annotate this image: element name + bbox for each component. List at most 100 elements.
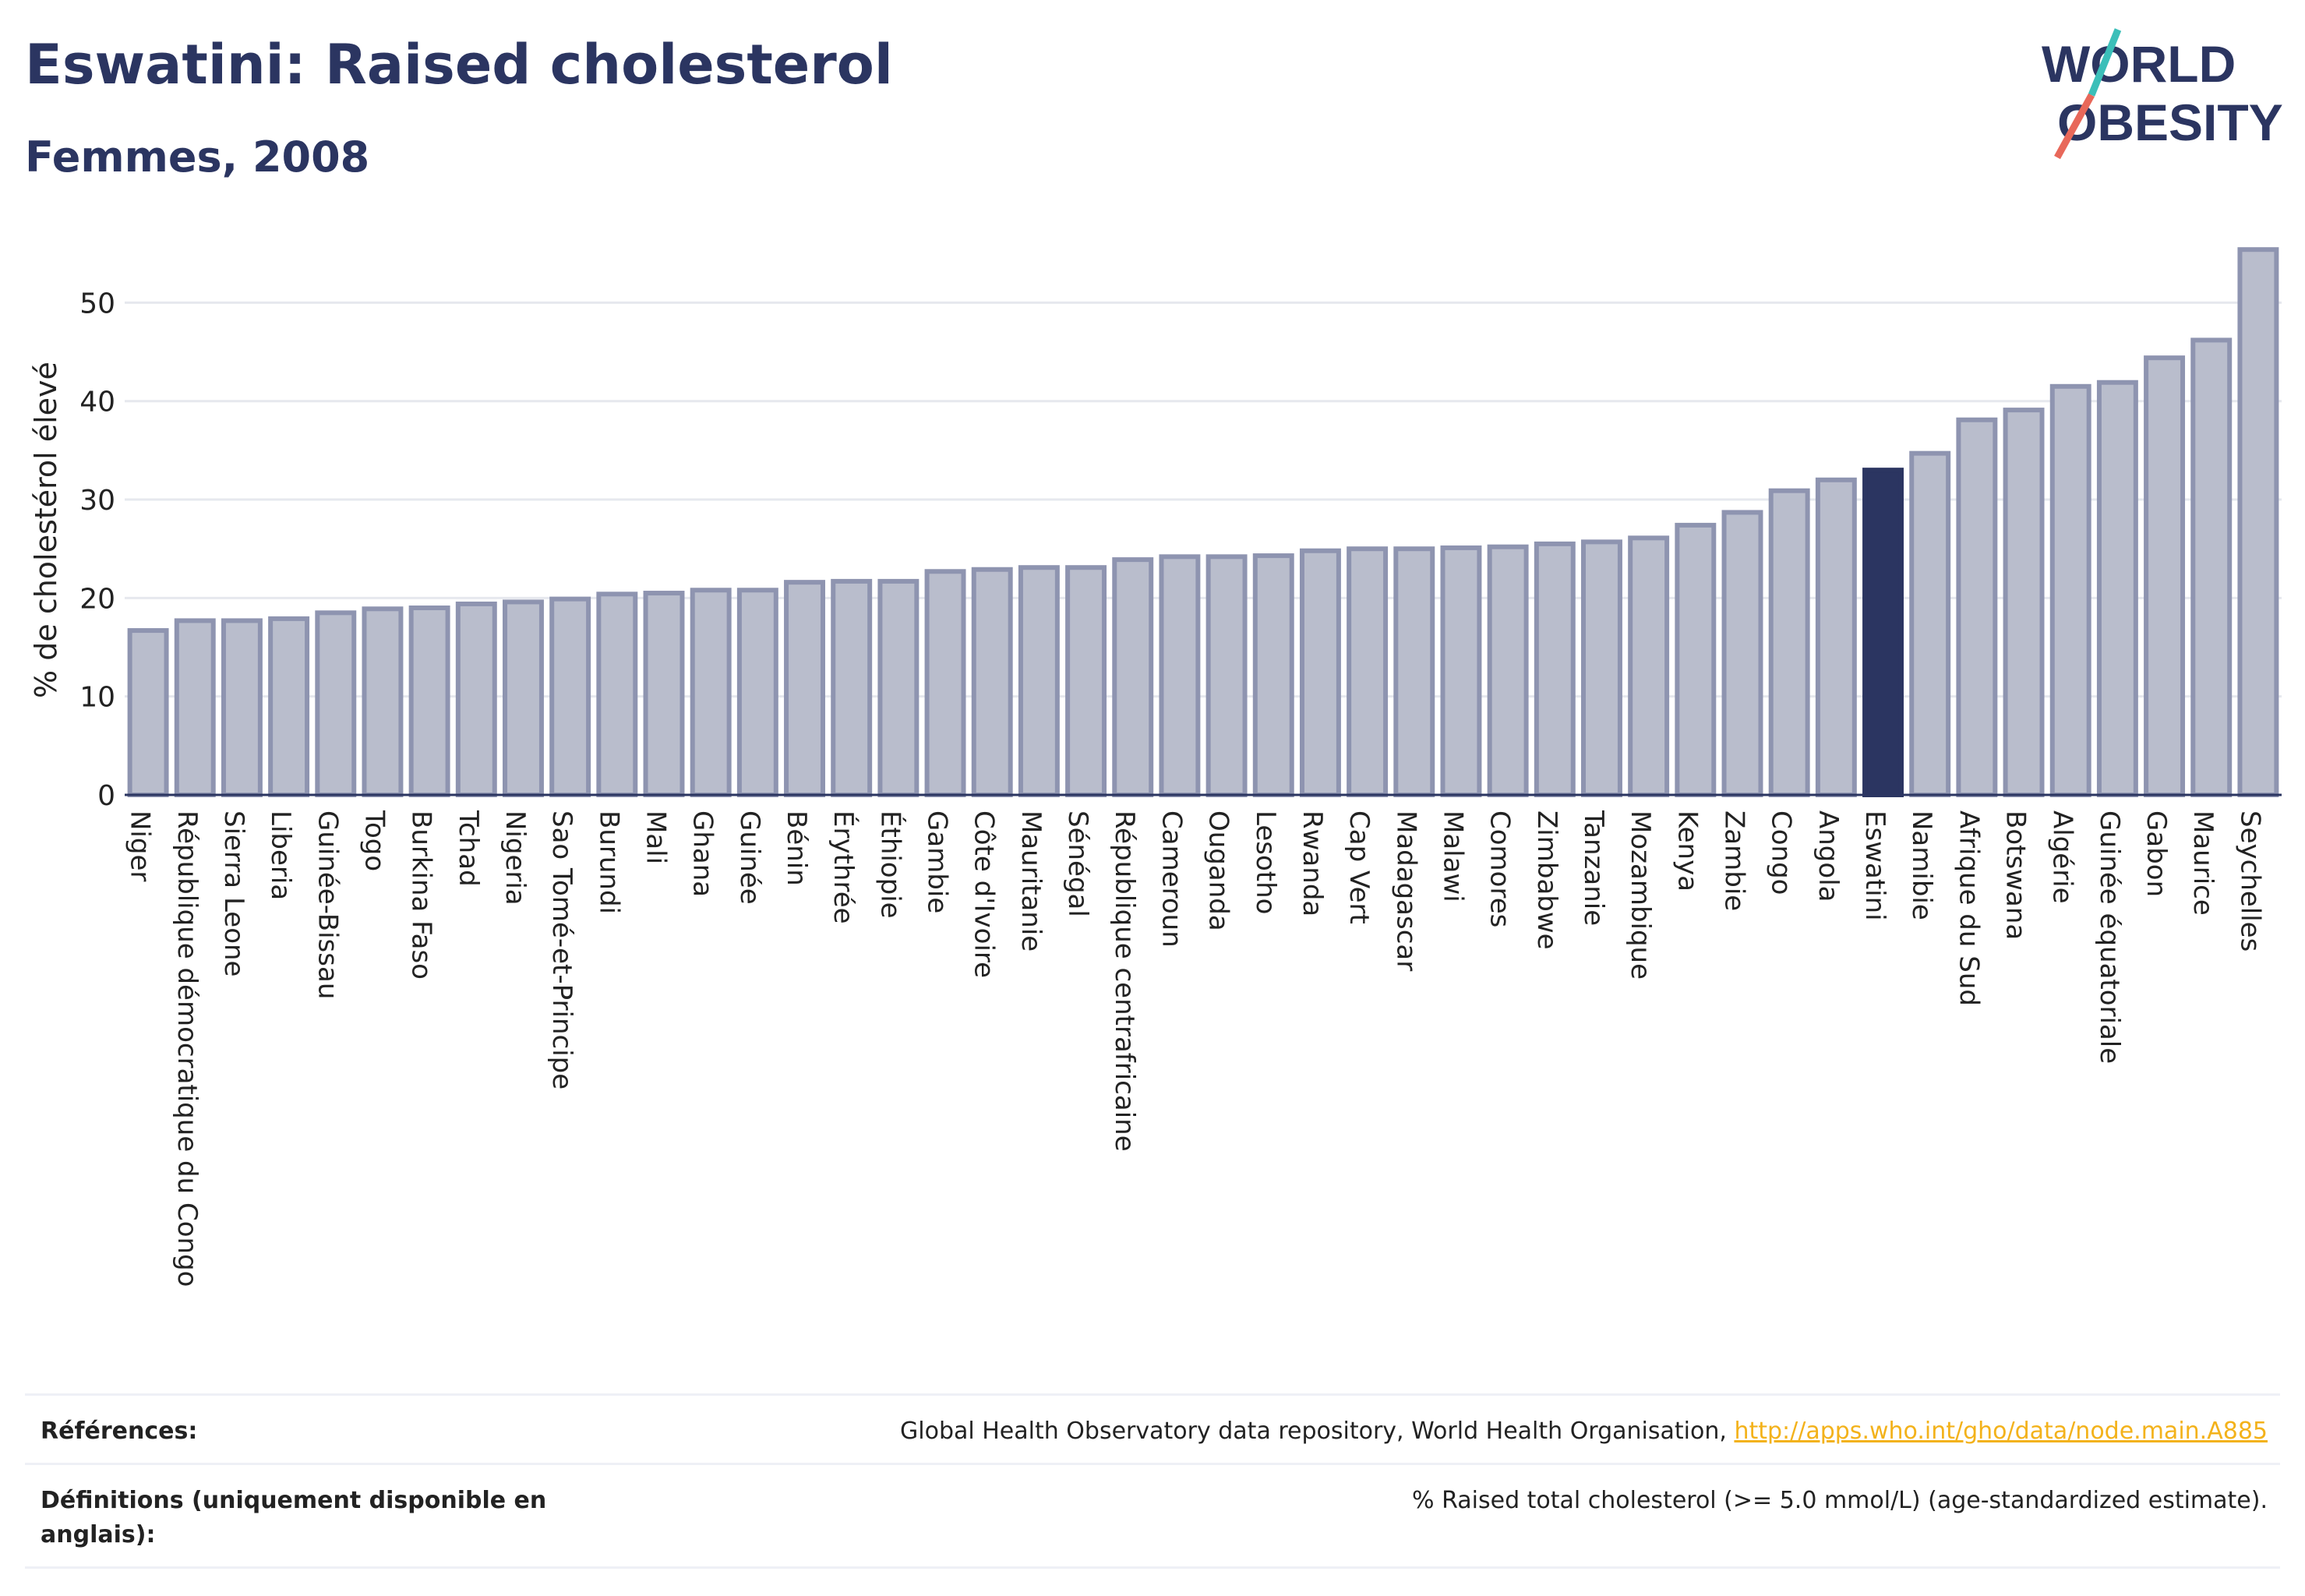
x-tick-label: Burkina Faso bbox=[406, 810, 437, 980]
bar bbox=[1628, 535, 1670, 797]
bar bbox=[1112, 557, 1154, 798]
bar bbox=[1909, 450, 1951, 797]
bar bbox=[127, 628, 169, 797]
bar bbox=[2190, 337, 2233, 797]
x-tick-label: Gambie bbox=[922, 810, 953, 913]
y-tick-label: 10 bbox=[79, 682, 115, 714]
bar bbox=[221, 618, 263, 798]
bar bbox=[784, 580, 825, 797]
x-tick-label: Lesotho bbox=[1250, 810, 1281, 914]
x-tick-label: Niger bbox=[125, 810, 156, 881]
y-tick-label: 50 bbox=[79, 288, 115, 320]
y-tick-label: 30 bbox=[79, 485, 115, 517]
bar bbox=[643, 591, 685, 797]
bar bbox=[1956, 417, 1998, 797]
x-tick-label: Gabon bbox=[2141, 810, 2172, 897]
x-tick-label: Cap Vert bbox=[1343, 810, 1375, 924]
bar bbox=[1252, 553, 1294, 797]
bar-highlight bbox=[1862, 468, 1904, 797]
world-obesity-logo: WORLD OBESITY bbox=[2042, 28, 2283, 160]
references-table: Références: Global Health Observatory da… bbox=[25, 1393, 2280, 1569]
definitions-label: Définitions (uniquement disponible en an… bbox=[41, 1487, 547, 1548]
bar bbox=[503, 599, 544, 798]
x-tick-label: République démocratique du Congo bbox=[171, 810, 203, 1287]
y-tick-label: 20 bbox=[79, 583, 115, 615]
x-tick-label: Botswana bbox=[2000, 810, 2031, 940]
x-tick-label: Guinée équatoriale bbox=[2094, 810, 2125, 1064]
bar bbox=[549, 596, 591, 798]
bar bbox=[1065, 565, 1107, 797]
x-tick-label: Namibie bbox=[1906, 810, 1937, 920]
x-tick-label: Eswatini bbox=[1859, 810, 1890, 921]
x-tick-label: Togo bbox=[358, 810, 390, 871]
bar bbox=[1768, 488, 1810, 797]
bar bbox=[736, 588, 778, 798]
x-tick-label: Maurice bbox=[2187, 810, 2219, 916]
bar bbox=[596, 591, 638, 797]
x-tick-label: République centrafricaine bbox=[1109, 810, 1140, 1152]
bar bbox=[2049, 383, 2091, 797]
y-tick-label: 0 bbox=[97, 780, 115, 812]
bar bbox=[1721, 510, 1763, 797]
x-tick-label: Afrique du Sud bbox=[1953, 810, 1984, 1006]
bar bbox=[1393, 546, 1435, 797]
page-title: Eswatini: Raised cholesterol bbox=[25, 33, 893, 97]
logo-slash-teal bbox=[2088, 28, 2122, 97]
x-tick-label: Sierra Leone bbox=[218, 810, 249, 976]
bar bbox=[1299, 548, 1341, 797]
x-tick-label: Rwanda bbox=[1297, 810, 1328, 916]
bar bbox=[877, 578, 920, 797]
x-tick-label: Zimbabwe bbox=[1531, 810, 1562, 950]
x-tick-label: Seychelles bbox=[2234, 810, 2265, 952]
definitions-row: Définitions (uniquement disponible en an… bbox=[25, 1463, 2280, 1569]
x-tick-label: Nigeria bbox=[499, 810, 531, 906]
references-source-text: Global Health Observatory data repositor… bbox=[900, 1418, 1735, 1445]
bar bbox=[924, 569, 966, 798]
bar bbox=[1581, 539, 1622, 797]
bar bbox=[1534, 541, 1576, 797]
x-tick-label: Éthiopie bbox=[874, 810, 906, 919]
y-axis-ticks: 0 10 20 30 40 50 bbox=[79, 288, 115, 812]
y-tick-label: 40 bbox=[79, 387, 115, 418]
x-tick-label: Ouganda bbox=[1203, 810, 1234, 931]
x-tick-label: Tanzanie bbox=[1578, 810, 1609, 926]
y-axis-label: % de cholestérol élevé bbox=[29, 362, 63, 698]
x-tick-label: Tchad bbox=[453, 810, 484, 887]
bar bbox=[1487, 544, 1529, 797]
bar bbox=[971, 567, 1013, 797]
x-tick-label: Mozambique bbox=[1625, 810, 1656, 980]
bar bbox=[1205, 554, 1248, 797]
x-tick-label: Érythrée bbox=[828, 810, 860, 924]
bar bbox=[2096, 380, 2138, 798]
bar bbox=[1159, 554, 1201, 797]
x-tick-label: Liberia bbox=[265, 810, 296, 900]
x-tick-label: Guinée bbox=[734, 810, 765, 905]
bar bbox=[831, 578, 873, 797]
x-tick-label: Mauritanie bbox=[1015, 810, 1047, 952]
bar bbox=[1347, 546, 1389, 797]
x-tick-label: Malawi bbox=[1437, 810, 1468, 902]
bar bbox=[408, 606, 450, 797]
bar bbox=[1440, 545, 1482, 798]
bar bbox=[2003, 408, 2045, 798]
x-tick-label: Angola bbox=[1813, 810, 1844, 902]
references-value: Global Health Observatory data repositor… bbox=[900, 1414, 2280, 1449]
references-row: Références: Global Health Observatory da… bbox=[25, 1393, 2280, 1463]
x-tick-label: Burundi bbox=[593, 810, 624, 914]
logo-slash-red bbox=[2054, 93, 2095, 160]
x-tick-label: Zambie bbox=[1719, 810, 1750, 911]
definitions-value: % Raised total cholesterol (>= 5.0 mmol/… bbox=[1412, 1487, 2268, 1514]
bar bbox=[1815, 477, 1857, 798]
x-tick-label: Sénégal bbox=[1062, 810, 1093, 917]
logo-line2: OBESITY bbox=[2057, 94, 2283, 151]
x-tick-label: Mali bbox=[641, 810, 672, 864]
bar bbox=[690, 588, 732, 798]
references-source-link[interactable]: http://apps.who.int/gho/data/node.main.A… bbox=[1734, 1418, 2268, 1445]
chart-bars bbox=[127, 247, 2279, 798]
x-tick-label: Comores bbox=[1484, 810, 1516, 927]
page-subtitle: Femmes, 2008 bbox=[25, 132, 370, 182]
x-tick-label: Kenya bbox=[1671, 810, 1703, 892]
bar bbox=[2237, 247, 2279, 798]
bar bbox=[1675, 522, 1717, 797]
x-tick-label: Congo bbox=[1766, 810, 1797, 895]
